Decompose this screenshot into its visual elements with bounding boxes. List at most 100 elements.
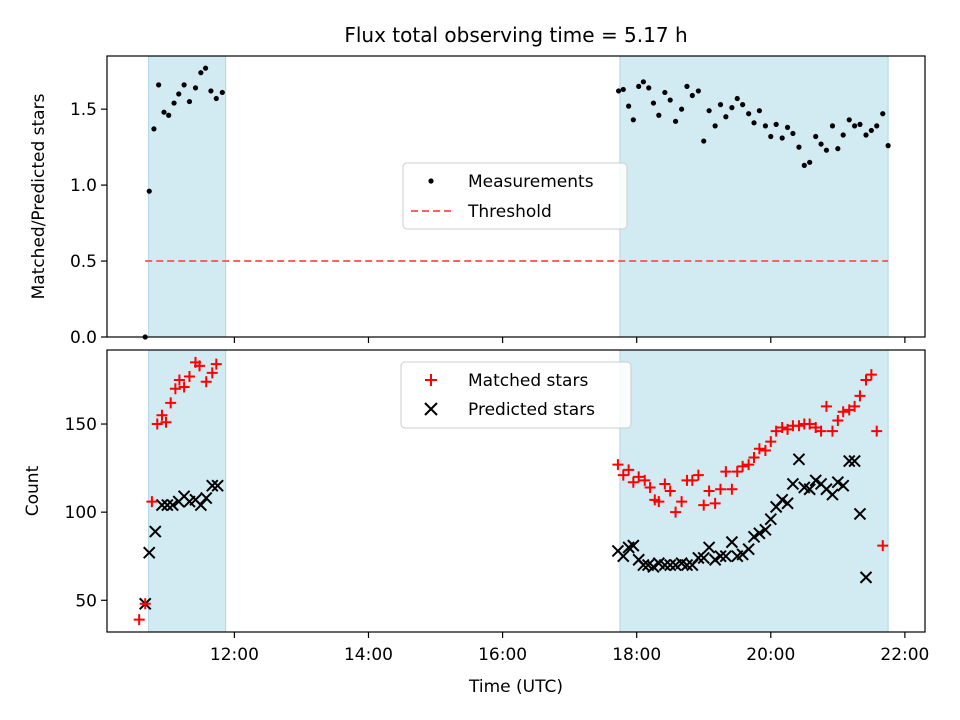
matched-star-point xyxy=(726,483,738,495)
measurement-point xyxy=(186,98,193,105)
measurement-point xyxy=(768,133,774,140)
predicted-star-point xyxy=(200,491,213,505)
matched-star-point xyxy=(133,614,145,626)
measurement-point xyxy=(706,108,712,114)
legend-measurements-marker xyxy=(428,178,434,184)
predicted-star-point xyxy=(149,525,162,538)
x-tick-label: 12:00 xyxy=(210,645,259,665)
matched-star-point xyxy=(871,425,883,437)
top-observing-windows xyxy=(148,55,889,338)
measurement-point xyxy=(779,135,785,141)
measurement-point xyxy=(640,79,646,85)
predicted-star-point xyxy=(831,475,845,489)
matched-star-point xyxy=(737,460,749,472)
predicted-star-point xyxy=(627,539,640,552)
observing-window-1 xyxy=(148,349,227,633)
measurement-point xyxy=(615,88,622,94)
measurement-point xyxy=(146,188,152,194)
measurement-point xyxy=(835,146,841,152)
bottom-legend: Matched stars Predicted stars xyxy=(400,361,632,429)
predicted-star-point xyxy=(161,498,174,512)
measurement-point xyxy=(885,143,891,149)
predicted-star-point xyxy=(692,551,705,565)
predicted-star-point xyxy=(194,498,208,512)
matched-star-point xyxy=(617,469,629,481)
matched-star-point xyxy=(748,452,760,464)
x-tick-label: 14:00 xyxy=(344,645,393,665)
matched-star-point xyxy=(659,478,671,490)
matched-star-point xyxy=(200,376,212,388)
predicted-star-point xyxy=(759,523,772,536)
y-tick-label: 0.5 xyxy=(70,252,97,272)
x-tick-label: 16:00 xyxy=(478,645,527,665)
measurement-point xyxy=(712,123,718,129)
matched-star-point xyxy=(709,497,721,509)
measurement-point xyxy=(701,138,707,144)
predicted-star-point xyxy=(853,507,867,521)
x-axis-label: Time (UTC) xyxy=(468,677,563,697)
measurement-point xyxy=(846,117,852,123)
bottom-x-ticks: 12:00 14:00 16:00 18:00 20:00 22:00 xyxy=(210,632,929,665)
measurement-point xyxy=(880,111,886,117)
predicted-star-point xyxy=(680,558,694,572)
legend-threshold-label: Threshold xyxy=(467,202,552,222)
measurement-point xyxy=(851,123,858,129)
top-legend-box xyxy=(402,162,628,230)
matched-star-point xyxy=(860,374,872,386)
measurement-point xyxy=(790,130,796,137)
measurement-point xyxy=(684,83,690,89)
predicted-star-point xyxy=(697,551,710,565)
predicted-star-point xyxy=(764,512,777,526)
x-tick-label: 20:00 xyxy=(746,645,795,665)
measurement-point xyxy=(213,95,219,102)
matched-star-point xyxy=(664,485,676,497)
measurement-point xyxy=(813,133,819,140)
bottom-legend-box xyxy=(400,361,632,429)
predicted-star-point xyxy=(166,498,179,512)
matched-star-point xyxy=(178,381,190,393)
matched-star-point xyxy=(837,406,849,418)
matched-star-point xyxy=(139,598,151,610)
legend-matched-marker xyxy=(425,374,437,386)
predicted-star-point xyxy=(792,453,806,466)
matched-star-point xyxy=(169,383,181,395)
top-axes-frame xyxy=(106,55,926,338)
measurement-point xyxy=(818,141,824,147)
measurement-point xyxy=(181,82,187,88)
measurement-point xyxy=(823,147,830,153)
legend-measurements-label: Measurements xyxy=(468,172,594,192)
measurement-point xyxy=(636,83,642,89)
matched-star-point xyxy=(183,370,195,382)
measurement-point xyxy=(202,65,209,71)
matched-star-point xyxy=(633,471,645,483)
matched-star-point xyxy=(765,436,777,448)
predicted-star-point xyxy=(775,493,789,507)
measurement-point xyxy=(807,159,813,165)
measurement-point xyxy=(679,106,685,112)
predicted-star-point xyxy=(843,454,856,468)
observing-window-2 xyxy=(619,55,889,338)
matched-star-point xyxy=(151,418,163,430)
measurement-point xyxy=(868,127,874,134)
x-tick-label: 18:00 xyxy=(612,645,661,665)
matched-star-point xyxy=(826,425,838,437)
x-tick-label: 22:00 xyxy=(880,645,929,665)
predicted-star-point xyxy=(658,558,672,572)
measurement-point xyxy=(630,117,636,123)
y-tick-label: 50 xyxy=(75,591,97,611)
matched-star-point xyxy=(793,420,805,432)
y-tick-label: 1.0 xyxy=(70,176,97,196)
measurement-point xyxy=(857,121,863,127)
measurement-point xyxy=(773,121,779,127)
matched-star-point xyxy=(715,483,726,495)
measurement-point xyxy=(756,108,762,114)
predicted-star-point xyxy=(702,541,716,554)
measurement-point xyxy=(166,112,172,118)
matched-star-point xyxy=(703,485,715,497)
matched-star-point xyxy=(653,496,665,508)
predicted-star-point xyxy=(848,454,861,468)
predicted-star-point xyxy=(211,479,224,492)
matched-star-point xyxy=(877,540,889,552)
matched-star-point xyxy=(743,459,755,471)
